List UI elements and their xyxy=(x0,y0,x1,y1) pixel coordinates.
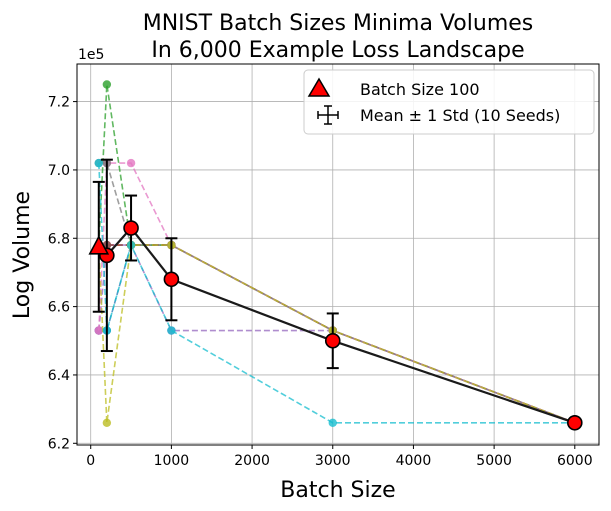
y-tick-label: 7.0 xyxy=(48,163,70,179)
plot-frame xyxy=(76,63,600,446)
legend-entry-mean: Mean ± 1 Std (10 Seeds) xyxy=(360,106,560,125)
y-tick-label: 6.8 xyxy=(48,231,70,247)
legend-entry-batch-100: Batch Size 100 xyxy=(360,80,480,99)
legend-errorbar-marker xyxy=(317,105,339,125)
y-offset-label: 1e5 xyxy=(78,47,104,63)
seed-7-point xyxy=(94,326,103,335)
chart-title-line-1: MNIST Batch Sizes Minima Volumes xyxy=(143,11,534,36)
x-tick-label: 4000 xyxy=(396,453,432,469)
seed-10-line xyxy=(97,163,575,424)
y-tick-label: 6.6 xyxy=(48,300,70,316)
seed-9-line xyxy=(97,244,576,424)
x-tick-label: 5000 xyxy=(476,453,512,469)
x-tick-label: 1000 xyxy=(154,453,190,469)
legend-triangle-marker xyxy=(307,77,331,97)
seed-3-point xyxy=(102,80,112,89)
seed-10-point xyxy=(328,418,337,427)
legend-box xyxy=(303,69,595,135)
axis-ticks: 0 1000 2000 3000 4000 5000 6000 6.2 6.4 6.6 6.8 7.0… xyxy=(48,95,593,469)
x-tick-label: 2000 xyxy=(234,453,270,469)
y-tick-label: 6.2 xyxy=(48,436,70,452)
seed-7-point xyxy=(126,158,136,168)
y-tick-label: 7.2 xyxy=(48,95,70,111)
seed-10-point xyxy=(94,158,103,168)
mean-point xyxy=(123,220,139,236)
x-tick-label: 3000 xyxy=(315,453,351,469)
seed-8-line xyxy=(98,162,576,424)
seed-9-point xyxy=(102,418,112,427)
mean-point xyxy=(566,414,583,431)
x-axis-label: Batch Size xyxy=(280,478,395,503)
chart-title-line-2: In 6,000 Example Loss Landscape xyxy=(151,38,524,63)
batch-100-triangle-marker xyxy=(88,235,110,255)
seed-10-point xyxy=(167,326,176,335)
y-axis-label: Log Volume xyxy=(10,191,35,319)
mean-point xyxy=(324,332,341,349)
legend: Batch Size 100 Mean ± 1 Std (10 Seeds) xyxy=(303,69,595,135)
y-tick-label: 6.4 xyxy=(48,368,70,384)
x-tick-label: 0 xyxy=(86,453,95,469)
mean-series-group xyxy=(88,158,583,431)
x-tick-label: 6000 xyxy=(557,453,593,469)
mean-point xyxy=(163,271,180,288)
